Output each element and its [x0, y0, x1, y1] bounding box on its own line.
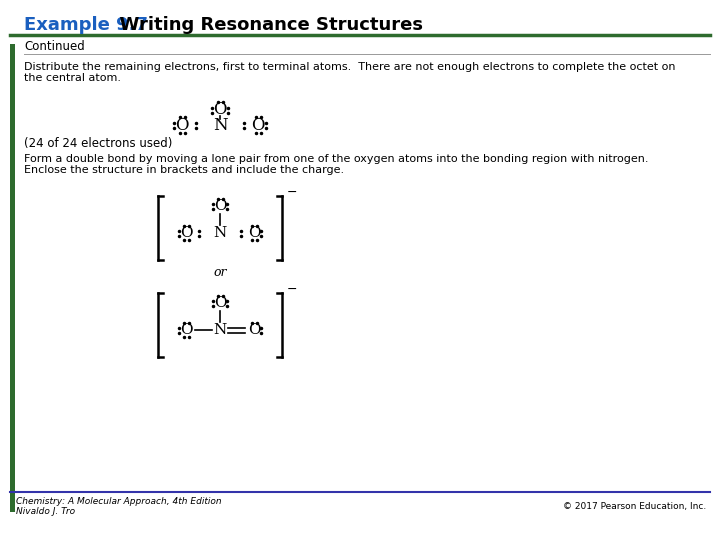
Text: O: O: [248, 323, 261, 337]
Text: O: O: [175, 117, 189, 133]
Text: © 2017 Pearson Education, Inc.: © 2017 Pearson Education, Inc.: [563, 503, 706, 511]
Text: O: O: [248, 226, 261, 240]
Text: Continued: Continued: [24, 39, 85, 52]
Text: Nivaldo J. Tro: Nivaldo J. Tro: [16, 508, 75, 516]
Text: O: O: [214, 199, 226, 213]
Text: O: O: [180, 323, 192, 337]
Text: (24 of 24 electrons used): (24 of 24 electrons used): [24, 138, 172, 151]
Text: Chemistry: A Molecular Approach, 4th Edition: Chemistry: A Molecular Approach, 4th Edi…: [16, 497, 222, 507]
Text: N: N: [212, 117, 228, 133]
Text: −: −: [287, 282, 297, 295]
FancyBboxPatch shape: [10, 44, 15, 512]
Text: Distribute the remaining electrons, first to terminal atoms.  There are not enou: Distribute the remaining electrons, firs…: [24, 62, 675, 72]
Text: Example 9.7: Example 9.7: [24, 16, 148, 34]
Text: or: or: [213, 266, 227, 279]
Text: N: N: [213, 226, 227, 240]
Text: O: O: [214, 296, 226, 310]
Text: Enclose the structure in brackets and include the charge.: Enclose the structure in brackets and in…: [24, 165, 344, 175]
Text: −: −: [287, 186, 297, 199]
Text: O: O: [213, 102, 227, 118]
Text: N: N: [213, 323, 227, 337]
Text: Writing Resonance Structures: Writing Resonance Structures: [107, 16, 423, 34]
Text: Form a double bond by moving a lone pair from one of the oxygen atoms into the b: Form a double bond by moving a lone pair…: [24, 154, 649, 164]
Text: the central atom.: the central atom.: [24, 73, 121, 83]
Text: O: O: [180, 226, 192, 240]
Text: O: O: [251, 117, 265, 133]
